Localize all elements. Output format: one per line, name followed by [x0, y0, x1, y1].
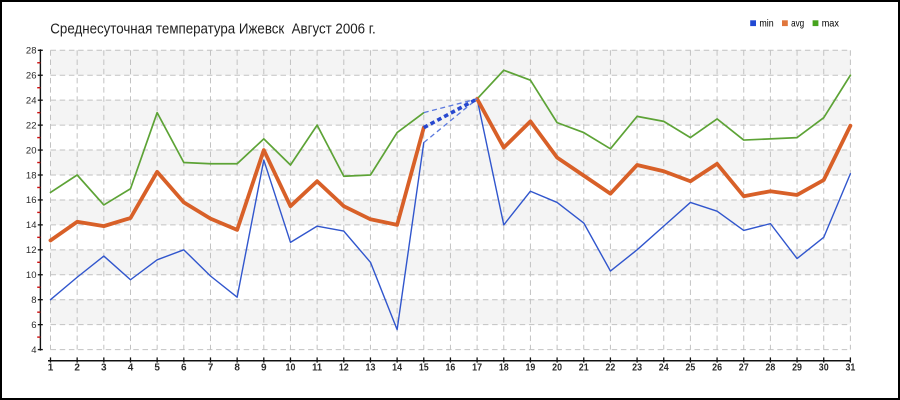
svg-text:7: 7 [208, 362, 214, 373]
svg-text:14: 14 [392, 362, 402, 373]
svg-text:22: 22 [605, 362, 615, 373]
svg-text:28: 28 [26, 46, 37, 57]
svg-text:8: 8 [31, 295, 36, 306]
svg-text:10: 10 [286, 362, 296, 373]
svg-text:2: 2 [74, 362, 80, 373]
svg-text:4: 4 [128, 362, 134, 373]
svg-text:9: 9 [261, 362, 267, 373]
svg-text:30: 30 [819, 362, 829, 373]
svg-text:12: 12 [26, 245, 37, 256]
svg-text:24: 24 [26, 95, 37, 106]
svg-text:11: 11 [312, 362, 322, 373]
svg-text:16: 16 [26, 195, 37, 206]
svg-text:24: 24 [659, 362, 669, 373]
svg-text:26: 26 [26, 71, 37, 82]
svg-text:4: 4 [31, 345, 36, 356]
svg-text:6: 6 [181, 362, 187, 373]
svg-text:8: 8 [234, 362, 240, 373]
svg-text:16: 16 [445, 362, 455, 373]
svg-text:28: 28 [765, 362, 775, 373]
svg-text:19: 19 [525, 362, 535, 373]
svg-text:5: 5 [154, 362, 160, 373]
svg-text:20: 20 [26, 145, 37, 156]
svg-text:10: 10 [26, 270, 37, 281]
svg-text:3: 3 [101, 362, 107, 373]
svg-text:15: 15 [419, 362, 429, 373]
svg-text:Среднесуточная температура Иже: Среднесуточная температура Ижевск Август… [50, 21, 375, 37]
svg-text:avg: avg [791, 17, 804, 29]
svg-text:6: 6 [31, 320, 36, 331]
svg-text:13: 13 [366, 362, 376, 373]
svg-text:31: 31 [845, 362, 855, 373]
svg-text:14: 14 [26, 220, 37, 231]
svg-text:21: 21 [579, 362, 589, 373]
svg-text:1: 1 [48, 362, 54, 373]
svg-text:18: 18 [499, 362, 509, 373]
svg-text:25: 25 [685, 362, 695, 373]
svg-text:17: 17 [472, 362, 482, 373]
svg-text:26: 26 [712, 362, 722, 373]
svg-text:20: 20 [552, 362, 562, 373]
svg-text:23: 23 [632, 362, 642, 373]
svg-text:min: min [759, 17, 773, 29]
svg-text:27: 27 [739, 362, 749, 373]
svg-text:12: 12 [339, 362, 349, 373]
svg-text:18: 18 [26, 170, 37, 181]
svg-text:max: max [822, 17, 840, 29]
svg-text:22: 22 [26, 120, 37, 131]
svg-text:29: 29 [792, 362, 802, 373]
